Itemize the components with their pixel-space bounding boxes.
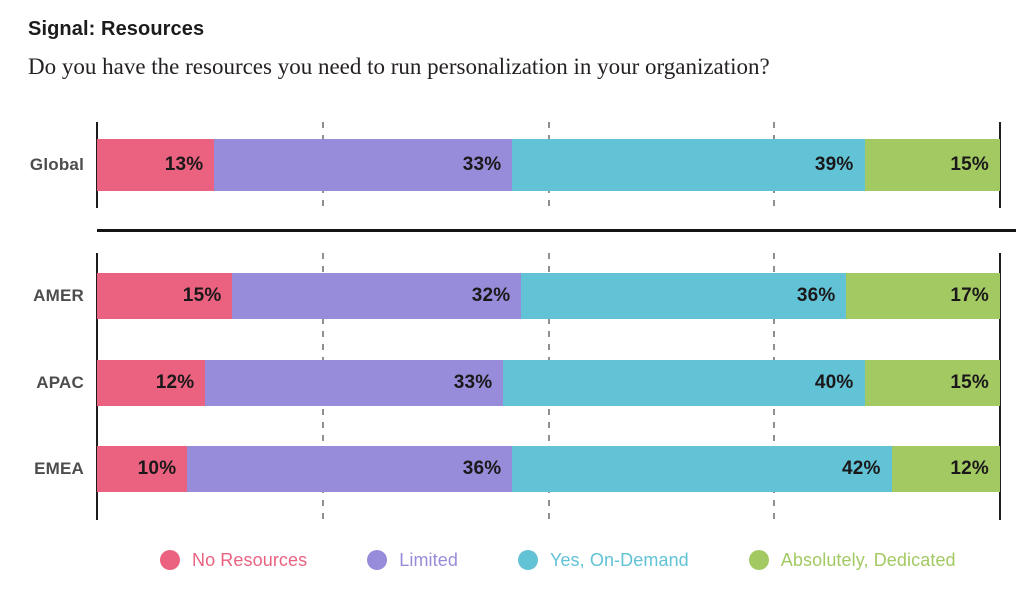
legend-label: No Resources: [192, 549, 308, 570]
segment-value-label: 15%: [950, 372, 989, 393]
segment-absolutely-dedicated-emea: 12%: [891, 446, 1000, 492]
legend-item-absolutely-dedicated: Absolutely, Dedicated: [748, 549, 956, 571]
legend-item-limited: Limited: [367, 550, 458, 571]
segment-yes-on-demand-emea: 42%: [512, 446, 892, 492]
segment-limited-apac: 33%: [205, 360, 504, 406]
segment-limited-global: 33%: [214, 139, 513, 191]
bar-amer: 15% 32% 36% 17%: [97, 273, 1000, 319]
segment-yes-on-demand-global: 39%: [512, 139, 865, 191]
stacked-bar-chart: 13% 33% 39% 15% Global 15% 32% 36% 17% 12% 33% 40…: [0, 122, 1024, 577]
chart-title: Signal: Resources: [28, 18, 205, 40]
axis-line-100: [999, 122, 1001, 208]
segment-value-label: 10%: [137, 458, 177, 479]
segment-no-resources-emea: 10%: [97, 446, 188, 492]
category-label-apac: APAC: [36, 373, 84, 392]
legend-dot-icon: [748, 550, 769, 570]
segment-value-label: 33%: [453, 372, 493, 393]
segment-no-resources-amer: 15%: [97, 273, 233, 319]
legend-item-yes-on-demand: Yes, On-Demand: [517, 549, 689, 571]
bar-apac: 12% 33% 40% 15%: [97, 360, 1000, 406]
bar-global: 13% 33% 39% 15%: [97, 139, 1000, 191]
legend-label: Yes, On-Demand: [549, 549, 689, 570]
segment-value-label: 33%: [462, 154, 502, 175]
segment-yes-on-demand-apac: 40%: [503, 360, 865, 406]
segment-value-label: 40%: [814, 372, 854, 393]
legend-label: Limited: [399, 549, 458, 570]
chart-subtitle: Do you have the resources you need to ru…: [28, 54, 770, 79]
category-label-emea: EMEA: [34, 459, 84, 478]
category-label-global: Global: [29, 155, 84, 174]
segment-absolutely-dedicated-amer: 17%: [846, 273, 1000, 319]
category-label-amer: AMER: [33, 286, 84, 305]
segment-value-label: 42%: [841, 458, 881, 479]
segment-limited-emea: 36%: [187, 446, 513, 492]
segment-value-label: 36%: [796, 285, 836, 306]
segment-value-label: 13%: [164, 154, 204, 175]
segment-value-label: 32%: [471, 285, 511, 306]
segment-value-label: 12%: [950, 458, 989, 479]
segment-yes-on-demand-amer: 36%: [521, 273, 847, 319]
bar-emea: 10% 36% 42% 12%: [97, 446, 1000, 492]
segment-value-label: 15%: [182, 285, 222, 306]
plot-area-regions: 15% 32% 36% 17% 12% 33% 40% 15% 10% 36% 42% 12%: [96, 253, 1001, 520]
bar-group-regions: 15% 32% 36% 17% 12% 33% 40% 15% 10% 36% 42% 12% AME…: [0, 253, 1024, 520]
axis-line-100: [999, 253, 1001, 520]
legend-dot-icon: [367, 550, 388, 570]
legend-label: Absolutely, Dedicated: [780, 549, 956, 570]
group-separator-line: [97, 229, 1016, 232]
segment-absolutely-dedicated-global: 15%: [864, 139, 1000, 191]
segment-value-label: 17%: [950, 285, 989, 306]
legend-dot-icon: [160, 550, 180, 570]
segment-value-label: 15%: [950, 154, 989, 175]
segment-value-label: 36%: [462, 458, 502, 479]
segment-value-label: 12%: [155, 372, 195, 393]
chart-header: Signal: Resources Do you have the resour…: [0, 0, 1024, 82]
legend-dot-icon: [517, 550, 538, 570]
plot-area-global: 13% 33% 39% 15%: [96, 122, 1001, 208]
segment-absolutely-dedicated-apac: 15%: [864, 360, 1000, 406]
chart-legend: No Resources Limited Yes, On-Demand Absolut…: [160, 543, 1024, 577]
segment-no-resources-apac: 12%: [97, 360, 206, 406]
segment-value-label: 39%: [814, 154, 854, 175]
segment-no-resources-global: 13%: [97, 139, 215, 191]
bar-group-global: 13% 33% 39% 15% Global: [0, 122, 1024, 208]
legend-item-no-resources: No Resources: [160, 550, 307, 571]
segment-limited-amer: 32%: [232, 273, 522, 319]
